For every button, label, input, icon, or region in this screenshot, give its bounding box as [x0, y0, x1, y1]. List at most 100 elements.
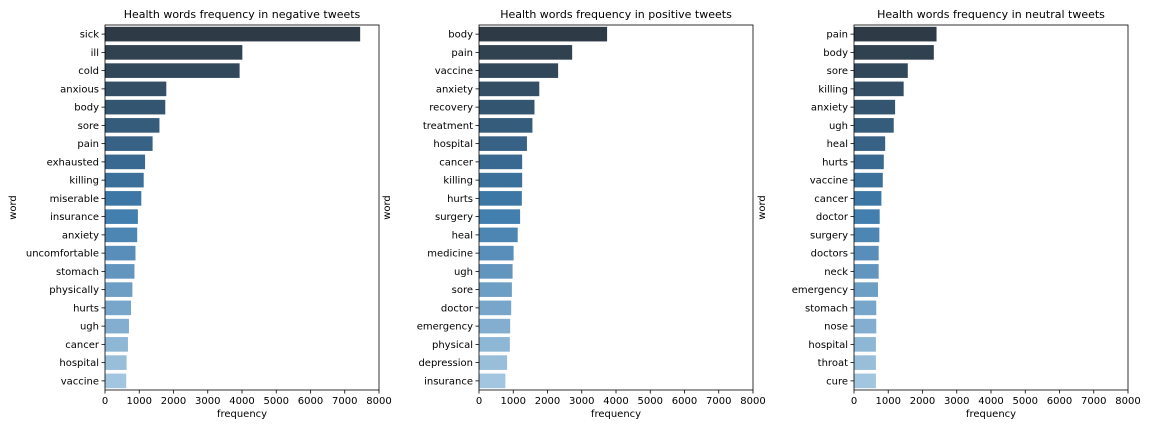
y-tick-label: ill — [91, 48, 99, 59]
x-tick-label: 6000 — [1047, 396, 1072, 407]
bar-stomach — [105, 264, 135, 279]
bar-cancer — [479, 154, 523, 170]
y-tick-label: cure — [826, 376, 848, 387]
bar-body — [854, 45, 934, 60]
bar-pain — [479, 45, 573, 60]
chart-panel-1: Health words frequency in negative tweet… — [8, 8, 392, 420]
y-tick-label: sick — [80, 30, 99, 41]
y-tick-label: anxiety — [436, 84, 473, 95]
bar-ill — [105, 45, 243, 60]
bar-hospital — [479, 136, 527, 151]
y-tick-label: killing — [443, 176, 473, 187]
bar-medicine — [479, 245, 514, 261]
y-tick-label: killing — [818, 84, 848, 95]
chart-title: Health words frequency in neutral tweets — [877, 8, 1105, 21]
x-tick-label: 5000 — [1013, 396, 1038, 407]
bar-killing — [105, 172, 144, 188]
y-tick-label: hurts — [73, 303, 99, 314]
y-tick-label: ugh — [80, 322, 99, 333]
bar-uncomfortable — [105, 245, 136, 261]
x-tick-label: 7000 — [1081, 396, 1106, 407]
bar-vaccine — [854, 172, 883, 188]
y-tick-label: insurance — [424, 376, 473, 387]
x-tick-label: 2000 — [535, 396, 560, 407]
y-tick-label: doctors — [811, 249, 848, 260]
y-tick-label: cancer — [814, 194, 849, 205]
y-tick-label: hospital — [59, 358, 99, 369]
bar-doctor — [479, 300, 512, 316]
bar-cure — [854, 373, 876, 389]
bar-ugh — [105, 318, 129, 334]
y-axis-label: word — [757, 195, 768, 220]
bar-cancer — [854, 191, 882, 206]
bar-killing — [854, 81, 904, 97]
bar-throat — [854, 355, 876, 370]
y-tick-label: anxiety — [62, 230, 99, 241]
bar-anxiety — [854, 99, 896, 115]
bar-killing — [479, 172, 523, 188]
x-axis-label: frequency — [217, 409, 267, 420]
y-tick-label: body — [823, 48, 848, 59]
x-axis-label: frequency — [591, 409, 641, 420]
x-tick-label: 1000 — [127, 396, 152, 407]
x-tick-label: 6000 — [298, 396, 323, 407]
y-tick-label: depression — [418, 358, 473, 369]
bar-recovery — [479, 99, 535, 115]
y-tick-label: sore — [827, 66, 848, 77]
y-tick-label: doctor — [441, 303, 474, 314]
x-tick-label: 4000 — [229, 396, 254, 407]
bar-miserable — [105, 191, 142, 206]
y-tick-label: neck — [824, 267, 848, 278]
bar-vaccine — [105, 373, 127, 389]
bar-hurts — [854, 154, 884, 170]
y-tick-label: pain — [77, 139, 99, 150]
y-axis-label: word — [382, 195, 393, 220]
x-tick-label: 0 — [102, 396, 108, 407]
bar-body — [105, 99, 166, 115]
y-tick-label: vaccine — [435, 66, 473, 77]
bar-sick — [105, 26, 361, 42]
y-tick-label: cancer — [439, 157, 474, 168]
y-tick-label: ugh — [454, 267, 473, 278]
y-tick-label: heal — [827, 139, 848, 150]
bar-emergency — [479, 318, 511, 334]
y-tick-label: heal — [452, 230, 473, 241]
y-tick-label: body — [448, 30, 473, 41]
bar-ugh — [479, 264, 513, 279]
y-tick-label: killing — [69, 176, 99, 187]
chart-title: Health words frequency in negative tweet… — [124, 8, 361, 21]
bar-anxiety — [105, 227, 138, 243]
y-tick-label: treatment — [423, 121, 473, 132]
bar-exhausted — [105, 154, 146, 170]
y-tick-label: stomach — [805, 303, 848, 314]
y-tick-label: nose — [824, 322, 848, 333]
bar-hospital — [854, 337, 876, 352]
bar-insurance — [105, 209, 138, 224]
bar-depression — [479, 355, 508, 370]
y-tick-label: surgery — [810, 230, 848, 241]
bar-heal — [479, 227, 518, 243]
bar-stomach — [854, 300, 877, 316]
bar-doctor — [854, 209, 880, 224]
y-tick-label: sore — [78, 121, 99, 132]
y-tick-label: physical — [432, 340, 473, 351]
bar-cold — [105, 63, 240, 78]
y-tick-label: doctor — [816, 212, 849, 223]
bar-pain — [105, 136, 153, 151]
y-tick-label: emergency — [792, 285, 848, 296]
bar-ugh — [854, 118, 894, 133]
y-axis-label: word — [8, 195, 19, 220]
x-tick-label: 8000 — [740, 396, 765, 407]
x-tick-label: 3000 — [195, 396, 220, 407]
y-tick-label: uncomfortable — [26, 249, 99, 260]
bar-physical — [479, 337, 510, 352]
x-tick-label: 1000 — [501, 396, 526, 407]
bar-vaccine — [479, 63, 559, 78]
x-tick-label: 8000 — [366, 396, 391, 407]
y-tick-label: hospital — [433, 139, 473, 150]
y-tick-label: hospital — [808, 340, 848, 351]
x-axis-label: frequency — [966, 409, 1016, 420]
y-tick-label: medicine — [427, 249, 473, 260]
bar-cancer — [105, 337, 128, 352]
